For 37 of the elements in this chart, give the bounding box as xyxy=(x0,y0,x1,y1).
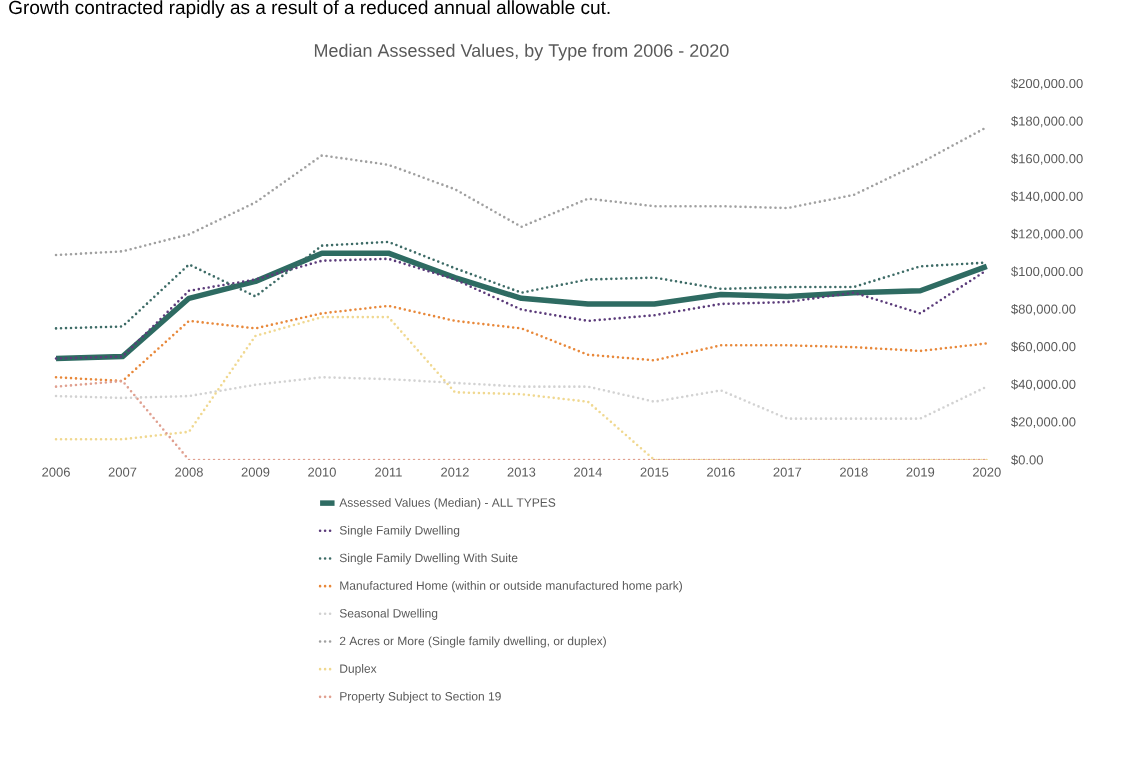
legend-label: Assessed Values (Median) - ALL TYPES xyxy=(339,498,556,510)
y-tick-label: $160,000.00 xyxy=(1011,153,1083,165)
x-tick-label: 2006 xyxy=(42,467,70,477)
x-tick-label: 2007 xyxy=(108,467,137,477)
x-tick-label: 2014 xyxy=(574,467,602,477)
y-tick-label: $120,000.00 xyxy=(1011,228,1083,241)
line-series xyxy=(54,304,989,383)
y-tick-label: $200,000.00 xyxy=(1011,78,1083,90)
x-tick-label: 2012 xyxy=(441,467,469,477)
y-tick-label: $20,000.00 xyxy=(1011,416,1076,429)
y-tick-label: $100,000.00 xyxy=(1011,266,1083,278)
legend-label: Single Family Dwelling With Suite xyxy=(339,553,518,565)
y-tick-label: $180,000.00 xyxy=(1011,115,1083,128)
x-tick-label: 2018 xyxy=(840,467,868,477)
legend-label: 2 Acres or More (Single family dwelling, or duplex) xyxy=(339,636,606,648)
legend-label: Seasonal Dwelling xyxy=(339,608,438,620)
y-tick-label: $80,000.00 xyxy=(1011,303,1076,316)
y-tick-label: $40,000.00 xyxy=(1011,379,1076,391)
legend-label: Property Subject to Section 19 xyxy=(340,691,501,703)
x-tick-label: 2020 xyxy=(972,467,1001,477)
legend-label: Duplex xyxy=(340,664,377,676)
y-tick-label: $140,000.00 xyxy=(1011,191,1083,203)
y-tick-label: $60,000.00 xyxy=(1011,341,1076,353)
chart-title: Median Assessed Values, by Type from 2006 - 2020 xyxy=(314,43,729,61)
legend-label: Manufactured Home (within or outside manufactured home park) xyxy=(340,581,682,593)
x-tick-label: 2019 xyxy=(906,467,935,477)
y-tick-label: $0.00 xyxy=(1011,454,1043,466)
x-tick-label: 2009 xyxy=(241,467,270,477)
x-tick-label: 2015 xyxy=(640,467,669,477)
x-tick-label: 2010 xyxy=(308,467,336,477)
text: Growth contracted rapidly as a result of a reduced annual allowable cut. xyxy=(9,0,610,18)
x-tick-label: 2008 xyxy=(175,467,203,477)
x-tick-label: 2013 xyxy=(507,467,536,477)
x-tick-label: 2017 xyxy=(773,467,802,477)
legend-label: Single Family Dwelling xyxy=(339,525,460,537)
x-tick-label: 2016 xyxy=(707,467,735,477)
x-tick-label: 2011 xyxy=(375,467,402,477)
